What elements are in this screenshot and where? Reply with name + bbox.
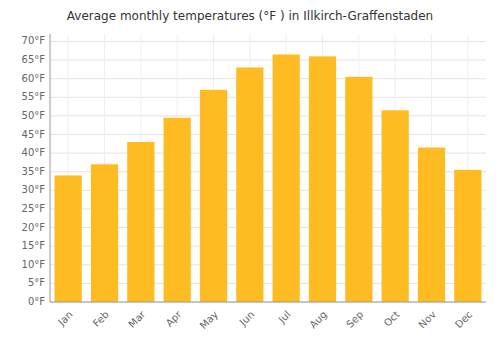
y-axis-line (50, 34, 51, 302)
chart-title: Average monthly temperatures (°F ) in Il… (67, 9, 433, 23)
y-grid-line (50, 41, 486, 42)
bar (382, 110, 409, 302)
bar (418, 148, 445, 302)
x-tick-label: Sep (344, 309, 365, 330)
x-tick-label: Aug (307, 309, 329, 331)
chart-container: 0°F 5°F 10°F 15°F 20°F 25°F 30°F 35°F 40°F 45°F 50… (0, 0, 500, 350)
y-tick-label: 30°F (22, 184, 46, 195)
x-tick-label: May (198, 309, 220, 331)
x-tick-label: Oct (382, 309, 402, 329)
y-tick-label: 10°F (22, 259, 46, 270)
bar (273, 54, 300, 302)
bars (55, 54, 482, 302)
bar (345, 77, 372, 302)
y-tick-label: 20°F (22, 222, 46, 233)
x-tick-label: Dec (453, 309, 474, 330)
y-tick-label: 70°F (22, 35, 46, 46)
y-tick-label: 45°F (22, 129, 46, 140)
y-grid-line (50, 115, 486, 116)
y-tick-label: 5°F (28, 277, 45, 288)
y-tick-label: 65°F (22, 54, 46, 65)
y-grid-line (50, 134, 486, 135)
y-tick-label: 50°F (22, 110, 46, 121)
x-tick-label: Nov (416, 309, 438, 331)
x-tick-label: Apr (164, 308, 185, 329)
x-tick-label: Mar (126, 308, 148, 330)
x-tick-label: Jul (276, 309, 293, 326)
x-tick-label: Feb (91, 309, 111, 329)
bar (127, 142, 154, 302)
bar (164, 118, 191, 302)
y-tick-label: 15°F (22, 240, 46, 251)
bar (200, 90, 227, 302)
y-tick-label: 0°F (28, 296, 45, 307)
x-axis-line (50, 302, 486, 303)
y-tick-label: 60°F (22, 73, 46, 84)
chart-svg: 0°F 5°F 10°F 15°F 20°F 25°F 30°F 35°F 40°F 45°F 50… (0, 0, 500, 350)
y-tick-label: 40°F (22, 147, 46, 158)
y-tick-label: 35°F (22, 166, 46, 177)
y-grid-line (50, 302, 486, 303)
y-grid-line (50, 60, 486, 61)
y-grid-line (50, 78, 486, 79)
bar (236, 68, 263, 303)
y-tick-label: 25°F (22, 203, 46, 214)
x-tick-label: Jan (55, 309, 74, 328)
y-grid-line (50, 97, 486, 98)
x-tick-label: Jun (237, 309, 257, 329)
y-tick-label: 55°F (22, 91, 46, 102)
grid (50, 34, 486, 302)
bar (55, 175, 82, 302)
bar (454, 170, 481, 302)
bar (309, 56, 336, 302)
bar (91, 164, 118, 302)
